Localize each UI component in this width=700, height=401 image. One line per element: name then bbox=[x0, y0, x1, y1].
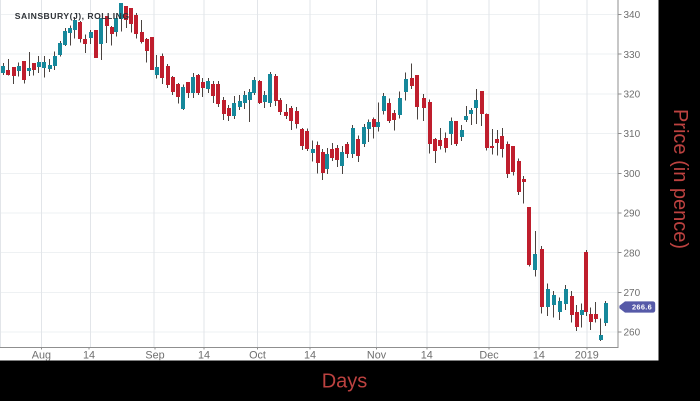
svg-text:SAINSBURY(J), ROLLING: SAINSBURY(J), ROLLING bbox=[15, 11, 130, 21]
svg-text:Sep: Sep bbox=[145, 349, 164, 361]
svg-text:Oct: Oct bbox=[249, 349, 266, 361]
svg-text:Nov: Nov bbox=[367, 349, 387, 361]
svg-text:300: 300 bbox=[624, 169, 641, 180]
svg-text:14: 14 bbox=[83, 349, 95, 361]
svg-text:340: 340 bbox=[624, 10, 641, 21]
svg-text:Dec: Dec bbox=[479, 349, 499, 361]
svg-text:330: 330 bbox=[624, 50, 641, 61]
svg-text:Price (in pence): Price (in pence) bbox=[669, 109, 691, 249]
svg-text:14: 14 bbox=[533, 349, 545, 361]
svg-text:2019: 2019 bbox=[575, 349, 599, 361]
svg-text:Days: Days bbox=[322, 371, 368, 393]
svg-text:14: 14 bbox=[198, 349, 210, 361]
svg-text:320: 320 bbox=[624, 90, 641, 101]
svg-text:270: 270 bbox=[624, 288, 641, 299]
svg-text:14: 14 bbox=[421, 349, 433, 361]
svg-text:280: 280 bbox=[624, 248, 641, 259]
svg-text:266.6: 266.6 bbox=[632, 303, 652, 312]
svg-text:290: 290 bbox=[624, 209, 641, 220]
svg-text:14: 14 bbox=[304, 349, 316, 361]
svg-text:260: 260 bbox=[624, 328, 641, 339]
svg-text:310: 310 bbox=[624, 129, 641, 140]
svg-text:Aug: Aug bbox=[32, 349, 51, 361]
